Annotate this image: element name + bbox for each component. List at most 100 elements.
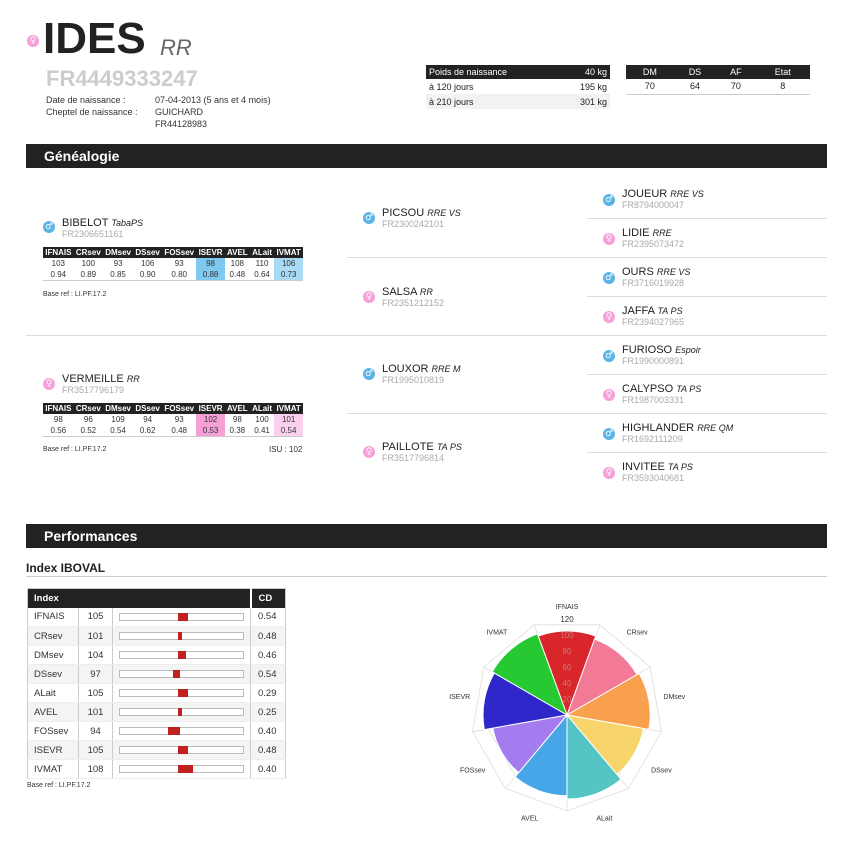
cd-value: 0.29 (250, 683, 286, 703)
score-header: DS (688, 67, 702, 77)
index-bar-fill (178, 689, 188, 697)
genealogy-divider (347, 257, 587, 258)
grandparent-name-text: PICSOU (382, 207, 425, 219)
grandparent-breed: RRE M (431, 364, 461, 374)
index-header: IVMAT (274, 247, 303, 258)
index-cell: 106 (140, 259, 155, 268)
index-cell: 0.48 (224, 269, 250, 280)
slice-ivmat (491, 633, 568, 717)
index-cell: 0.41 (249, 425, 275, 436)
index-cell: 0.54 (274, 425, 303, 436)
great-grandparent-name: JOUEUR RRE VS (622, 188, 704, 200)
category-label: AVEL (521, 815, 538, 822)
index-cell: 93 (174, 415, 184, 424)
category-label: ISEVR (449, 694, 470, 701)
great-grandparent-name: INVITEE TA PS (622, 461, 693, 473)
score-value: 70 (644, 81, 655, 92)
score-value: 70 (730, 81, 741, 92)
grandparent-id: FR2351212152 (382, 298, 445, 308)
great-grandparent-name: FURIOSO Espoir (622, 344, 701, 356)
great-grandparent-name-text: HIGHLANDER (622, 422, 695, 434)
index-bar-track (119, 765, 244, 773)
index-header: DMsev (102, 247, 134, 258)
great-grandparent-name-text: JOUEUR (622, 188, 668, 200)
table-row: AVEL 101 0.25 (27, 702, 286, 722)
weights-header-label: Poids de naissance (429, 67, 508, 77)
great-grandparent-name-text: CALYPSO (622, 383, 674, 395)
table-row: DSsev 97 0.54 (27, 664, 286, 684)
grandparent-name-text: PAILLOTE (382, 441, 434, 453)
great-grandparent-id: FR3716019928 (622, 278, 685, 288)
great-grandparent-id: FR8794000047 (622, 200, 685, 210)
table-row: ISEVR 105 0.48 (27, 740, 286, 760)
great-grandparent-name: CALYPSO TA PS (622, 383, 701, 395)
cd-column-header: CD (249, 588, 286, 608)
slice-avel (514, 713, 568, 797)
index-header: AVEL (224, 403, 250, 414)
cheptel-label: Cheptel de naissance : (46, 107, 138, 117)
father-name: BIBELOT TabaPS (62, 217, 143, 229)
category-label: DSsev (651, 768, 672, 775)
index-bar-track (119, 612, 244, 621)
female-icon: ♀ (603, 311, 615, 323)
great-grandparent-breed: Espoir (675, 345, 701, 355)
index-cell: 0.38 (224, 425, 250, 436)
iboval-table: Index CD IFNAIS 105 0.54 CRsev 101 0.48 … (27, 588, 286, 779)
index-bar-fill (178, 708, 182, 716)
index-cell: 108 (224, 258, 250, 269)
index-value: 97 (78, 664, 113, 684)
genealogy-divider (587, 413, 827, 414)
weight-210-label: à 210 jours (429, 96, 474, 107)
index-value: 105 (78, 607, 113, 627)
grandparent-name-text: LOUXOR (382, 363, 429, 375)
index-cell: 0.94 (50, 269, 67, 279)
iboval-divider (26, 576, 827, 577)
great-grandparent-name: HIGHLANDER RRE QM (622, 422, 733, 434)
index-bar-track (119, 727, 244, 735)
great-grandparent-breed: TA PS (676, 384, 702, 394)
great-grandparent-id: FR3593040681 (622, 473, 685, 483)
grandparent-breed: RRE VS (427, 208, 461, 218)
index-cell: 100 (249, 414, 275, 425)
index-value: 105 (78, 683, 113, 703)
category-label: FOSsev (460, 768, 486, 775)
cheptel-id: FR44128983 (155, 119, 208, 129)
index-bar-track (119, 651, 244, 659)
index-cell: 93 (113, 259, 123, 268)
table-row: ALait 105 0.29 (27, 683, 286, 703)
great-grandparent-name-text: INVITEE (622, 461, 665, 473)
genealogy-divider (587, 452, 827, 453)
table-row: FOSsev 94 0.40 (27, 721, 286, 741)
index-column-header: Index (34, 592, 59, 604)
index-bar-fill (178, 632, 182, 640)
category-label: IFNAIS (556, 604, 579, 611)
grandparent-name: PICSOU RRE VS (382, 207, 461, 219)
father-base-ref: Base ref : LI.PF.17.2 (43, 291, 107, 298)
genealogy-divider (26, 335, 827, 336)
index-value: 108 (78, 759, 113, 779)
genealogy-divider (587, 335, 827, 336)
grandparent-id: FR1995010819 (382, 375, 445, 385)
score-header: AF (730, 67, 742, 77)
weights-header-value: 40 kg (584, 67, 607, 77)
category-label: ALait (596, 815, 612, 822)
mother-breed: RR (126, 374, 140, 384)
cheptel-name: GUICHARD (155, 107, 204, 117)
index-cell: 0.85 (110, 269, 126, 279)
male-icon: ♂ (603, 194, 615, 206)
female-icon: ♀ (27, 35, 39, 47)
index-name: ALait (27, 683, 79, 703)
cd-value: 0.48 (250, 626, 286, 646)
grandparent-name: LOUXOR RRE M (382, 363, 461, 375)
table-row: IFNAIS 105 0.54 (27, 607, 286, 627)
grandparent-id: FR3517796814 (382, 453, 445, 463)
index-header: DSsev (133, 403, 163, 414)
mother-index-table: IFNAIS CRsev DMsev DSsev FOSsev ISEVR AVEL ALai… (43, 403, 303, 437)
grandparent-name: PAILLOTE TA PS (382, 441, 462, 453)
index-bar-track (119, 746, 244, 754)
index-header: ALait (249, 403, 275, 414)
great-grandparent-breed: RRE (652, 228, 672, 238)
male-icon: ♂ (603, 272, 615, 284)
father-index-table: IFNAIS CRsev DMsev DSsev FOSsev ISEVR AVEL ALai… (43, 247, 303, 281)
index-bar-fill (173, 670, 180, 678)
